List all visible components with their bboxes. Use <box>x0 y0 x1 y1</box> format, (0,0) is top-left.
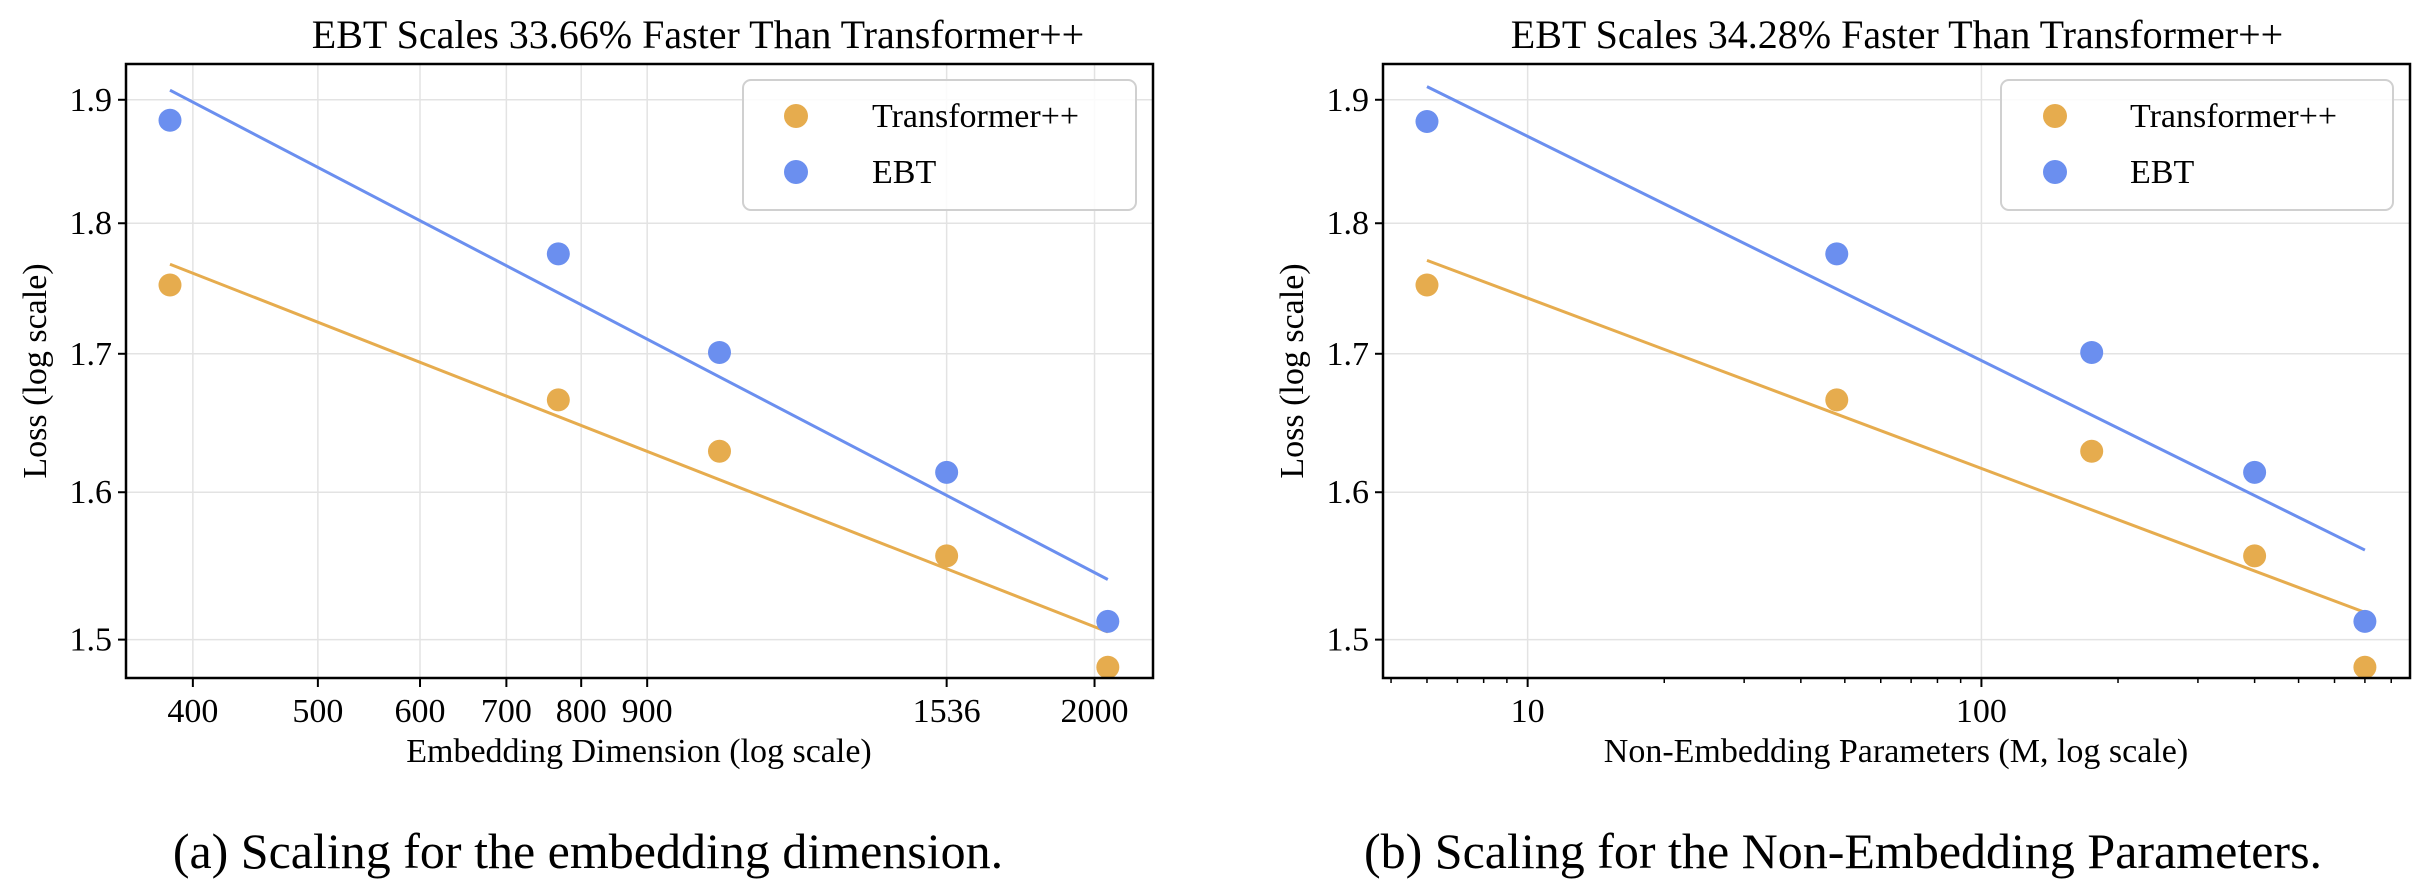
chart-b-point-ebt <box>1825 242 1849 266</box>
chart-a-point-ebt <box>707 340 731 364</box>
chart-a-points <box>158 108 1120 679</box>
chart-a-y-label: Loss (log scale) <box>17 263 54 478</box>
chart-a-frame <box>124 62 1155 680</box>
chart-a: EBT Scales 33.66% Faster Than Transforme… <box>17 12 1155 770</box>
chart-a-y-tick-label: 1.6 <box>70 474 113 511</box>
chart-a-point-ebt <box>935 460 959 484</box>
chart-a-point-transformer <box>1096 655 1120 679</box>
chart-b-y-tick-label: 1.6 <box>1327 474 1370 511</box>
chart-a-y-ticks: 1.5 1.6 1.7 1.8 1.9 <box>70 82 126 659</box>
chart-a-point-transformer <box>707 439 731 463</box>
chart-b-y-tick-label: 1.5 <box>1327 622 1370 659</box>
chart-b-y-tick-label: 1.8 <box>1327 205 1370 242</box>
chart-b-point-ebt <box>2243 460 2267 484</box>
chart-b-point-transformer <box>1825 388 1849 412</box>
chart-a-x-tick-label: 900 <box>622 693 673 730</box>
chart-a-point-ebt <box>158 108 182 132</box>
chart-a-x-tick-label: 600 <box>395 693 446 730</box>
chart-a-fit-line-transformer <box>169 262 1109 634</box>
caption-a: (a) Scaling for the embedding dimension. <box>173 823 1003 879</box>
chart-a-legend-label-ebt: EBT <box>872 154 936 191</box>
chart-b-y-tick-label: 1.9 <box>1327 82 1370 119</box>
chart-b-legend-marker-transformer <box>2043 104 2067 128</box>
caption-b: (b) Scaling for the Non-Embedding Parame… <box>1364 823 2322 879</box>
chart-b-x-ticks: 10 100 <box>1390 678 2392 730</box>
chart-b-frame <box>1381 62 2412 680</box>
chart-b-fit-line-ebt <box>1426 85 2366 552</box>
chart-b: EBT Scales 34.28% Faster Than Transforme… <box>1274 12 2412 770</box>
chart-a-legend-marker-ebt <box>784 160 808 184</box>
chart-b-y-label: Loss (log scale) <box>1274 263 1311 478</box>
chart-b-point-ebt <box>1415 110 1439 134</box>
chart-a-fit-lines <box>169 88 1109 634</box>
chart-a-y-tick-label: 1.5 <box>70 622 113 659</box>
chart-a-y-tick-label: 1.7 <box>70 336 113 373</box>
chart-a-legend-marker-transformer <box>784 104 808 128</box>
chart-b-x-tick-label: 10 <box>1511 693 1545 730</box>
chart-b-points <box>1415 110 2377 679</box>
chart-b-x-tick-label: 100 <box>1956 693 2007 730</box>
chart-b-legend-box <box>2000 79 2394 211</box>
chart-b-legend-marker-ebt <box>2043 160 2067 184</box>
chart-b-fit-line-transformer <box>1426 258 2366 614</box>
chart-a-x-tick-label: 2000 <box>1061 693 1129 730</box>
chart-a-x-label: Embedding Dimension (log scale) <box>406 733 872 770</box>
chart-b-point-transformer <box>2243 544 2267 568</box>
chart-b-point-transformer <box>2353 655 2377 679</box>
chart-b-x-label: Non-Embedding Parameters (M, log scale) <box>1604 733 2188 770</box>
chart-a-x-tick-label: 700 <box>481 693 532 730</box>
chart-b-fit-lines <box>1426 85 2366 614</box>
chart-a-y-tick-label: 1.8 <box>70 205 113 242</box>
chart-b-point-ebt <box>2353 609 2377 633</box>
chart-a-fit-line-ebt <box>169 88 1109 581</box>
chart-a-point-transformer <box>935 544 959 568</box>
chart-b-point-ebt <box>2080 340 2104 364</box>
chart-a-y-tick-label: 1.9 <box>70 82 113 119</box>
chart-b-y-tick-label: 1.7 <box>1327 336 1370 373</box>
chart-a-legend-label-transformer: Transformer++ <box>872 98 1079 135</box>
chart-a-x-tick-label: 500 <box>292 693 343 730</box>
chart-a-x-tick-label: 400 <box>167 693 218 730</box>
chart-a-x-ticks: 400 500 600 700 800 900 1536 2000 <box>167 678 1129 730</box>
chart-a-point-transformer <box>546 388 570 412</box>
chart-b-legend-label-ebt: EBT <box>2130 154 2194 191</box>
chart-b-legend-label-transformer: Transformer++ <box>2130 98 2337 135</box>
chart-a-legend: Transformer++ EBT <box>742 79 1137 211</box>
chart-b-legend: Transformer++ EBT <box>2000 79 2394 211</box>
chart-a-point-transformer <box>158 273 182 297</box>
chart-a-x-tick-label: 1536 <box>913 693 981 730</box>
chart-b-y-ticks: 1.5 1.6 1.7 1.8 1.9 <box>1327 82 1383 659</box>
chart-a-title: EBT Scales 33.66% Faster Than Transforme… <box>312 12 1084 57</box>
chart-b-point-transformer <box>1415 273 1439 297</box>
chart-a-point-ebt <box>546 242 570 266</box>
chart-a-legend-box <box>742 79 1137 211</box>
chart-a-x-tick-label: 800 <box>556 693 607 730</box>
chart-b-title: EBT Scales 34.28% Faster Than Transforme… <box>1511 12 2283 57</box>
chart-b-point-transformer <box>2080 439 2104 463</box>
chart-a-point-ebt <box>1096 609 1120 633</box>
